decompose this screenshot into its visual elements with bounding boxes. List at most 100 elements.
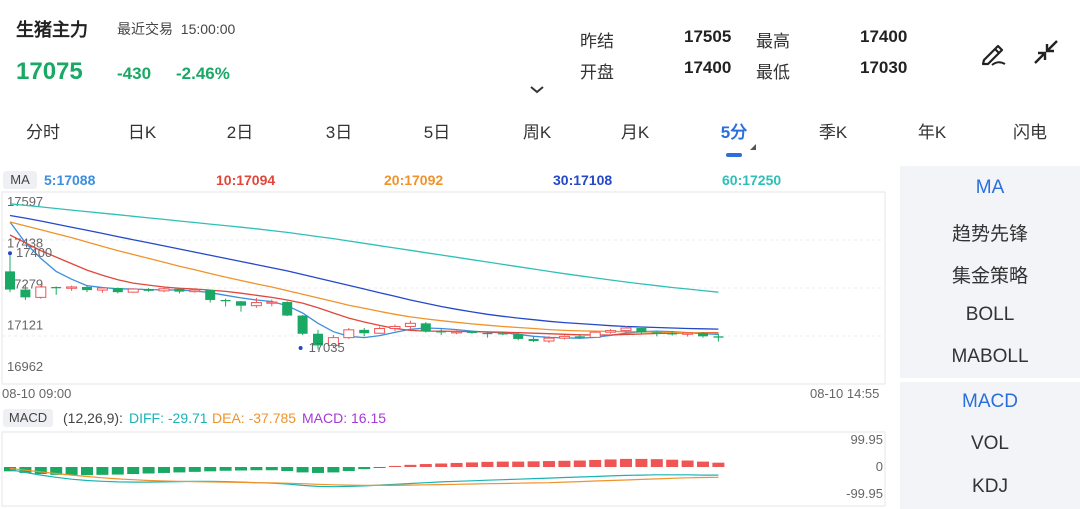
macd-chart[interactable]: 99.95 0 -99.95 (0, 430, 890, 509)
macd-bar (327, 467, 340, 473)
candle-body (574, 336, 585, 338)
candle-body (127, 288, 139, 293)
expand-quote-button[interactable] (528, 82, 546, 94)
annotation-label: 17035 (309, 340, 345, 355)
macd-bar (527, 461, 540, 467)
period-tabs: 分时 日K 2日 3日 5日 周K 月K 5分 季K 年K 闪电 (0, 118, 1080, 158)
dea-line (9, 467, 719, 486)
candle-body (236, 301, 246, 306)
prev-settle-label: 昨结 (580, 32, 614, 51)
macd-bar (666, 459, 679, 467)
candle-body (713, 336, 724, 338)
candle-body (359, 329, 370, 334)
candle-body (343, 329, 355, 339)
open-value: 17400 (684, 58, 732, 77)
macd-y-tick-label: 0 (876, 459, 883, 474)
macd-bar (50, 467, 63, 475)
macd-bar (65, 467, 78, 476)
tab-0[interactable]: 分时 (26, 123, 60, 142)
last-price: 17075 (16, 58, 83, 85)
macd-bar (419, 464, 432, 467)
macd-diff-value: DIFF: -29.71 (129, 410, 208, 426)
ma30-value: 30:17108 (553, 172, 613, 188)
candle-body (313, 333, 323, 346)
ma5-value: 5:17088 (44, 172, 96, 188)
prev-settle-value: 17505 (684, 27, 732, 46)
draw-tool-button[interactable] (978, 36, 1010, 68)
candle-body (558, 335, 570, 339)
high-value: 17400 (860, 27, 908, 46)
macd-bar (481, 461, 494, 467)
candle-body (605, 330, 617, 333)
indicator-kdj[interactable]: KDJ (972, 476, 1008, 497)
candle-body (112, 288, 123, 293)
x-start-label: 08-10 09:00 (2, 386, 72, 401)
candle-body (327, 337, 339, 346)
collapse-arrows-icon (1034, 40, 1058, 64)
ma60-line (9, 203, 719, 293)
candle-body (389, 325, 401, 330)
macd-bar (34, 467, 47, 475)
indicator-boll[interactable]: BOLL (965, 304, 1015, 325)
indicator-capital-strategy[interactable]: 集金策略 (951, 266, 1028, 287)
tab-10[interactable]: 闪电 (1013, 123, 1047, 142)
macd-indicator-badge[interactable]: MACD (3, 409, 53, 427)
indicator-ma[interactable]: MA (975, 177, 1005, 198)
macd-macd-value: MACD: 16.15 (302, 410, 387, 426)
macd-y-tick-label: 99.95 (850, 432, 883, 447)
period-dropdown-icon[interactable] (750, 144, 756, 150)
macd-bar (712, 462, 725, 467)
price-change-percent: -2.46% (176, 64, 230, 83)
indicator-macd[interactable]: MACD (962, 391, 1018, 412)
candle-body (143, 289, 154, 291)
tab-9[interactable]: 年K (917, 123, 947, 142)
macd-bar (158, 467, 170, 473)
low-value: 17030 (860, 58, 908, 77)
fullscreen-button[interactable] (1030, 36, 1062, 68)
indicator-maboll[interactable]: MABOLL (951, 346, 1029, 367)
annotation-dot (298, 346, 303, 351)
tab-1[interactable]: 日K (127, 123, 157, 142)
candle-body (636, 328, 647, 333)
macd-bar (650, 459, 663, 467)
main-indicator-group (900, 166, 1080, 378)
macd-bar (342, 467, 355, 472)
macd-bar (235, 467, 247, 471)
chevron-down-icon (530, 86, 544, 94)
macd-bar (296, 467, 309, 473)
tab-3[interactable]: 3日 (325, 123, 353, 142)
candle-body (282, 302, 293, 316)
tab-4[interactable]: 5日 (423, 123, 451, 142)
macd-bar (250, 467, 263, 471)
tab-2[interactable]: 2日 (226, 123, 254, 142)
candle-body (620, 327, 632, 332)
ma60-value: 60:17250 (722, 172, 782, 188)
candle-body (482, 332, 493, 335)
macd-bar (404, 464, 417, 467)
tab-7[interactable]: 5分 (720, 123, 748, 142)
macd-bar (188, 467, 201, 472)
candle-body (96, 287, 108, 291)
macd-bar (96, 467, 109, 475)
indicator-trend-pioneer[interactable]: 趋势先锋 (951, 224, 1028, 245)
macd-bar (173, 467, 186, 473)
candle-body (513, 334, 524, 339)
ma-indicator-badge[interactable]: MA (3, 171, 37, 189)
candle-body (174, 288, 185, 292)
macd-bar (281, 467, 294, 472)
macd-bar (81, 467, 93, 476)
macd-bar (111, 467, 124, 475)
open-label: 开盘 (580, 63, 614, 82)
ma30-line (9, 214, 719, 330)
candle-body (682, 332, 694, 335)
ma20-value: 20:17092 (384, 172, 444, 188)
candle-body (667, 333, 678, 335)
tab-8[interactable]: 季K (818, 123, 848, 142)
candle-body (528, 338, 539, 342)
candle-body (589, 331, 601, 338)
indicator-vol[interactable]: VOL (970, 433, 1010, 454)
tab-6[interactable]: 月K (620, 123, 650, 142)
tab-5[interactable]: 周K (522, 123, 552, 142)
macd-bar (512, 461, 525, 467)
